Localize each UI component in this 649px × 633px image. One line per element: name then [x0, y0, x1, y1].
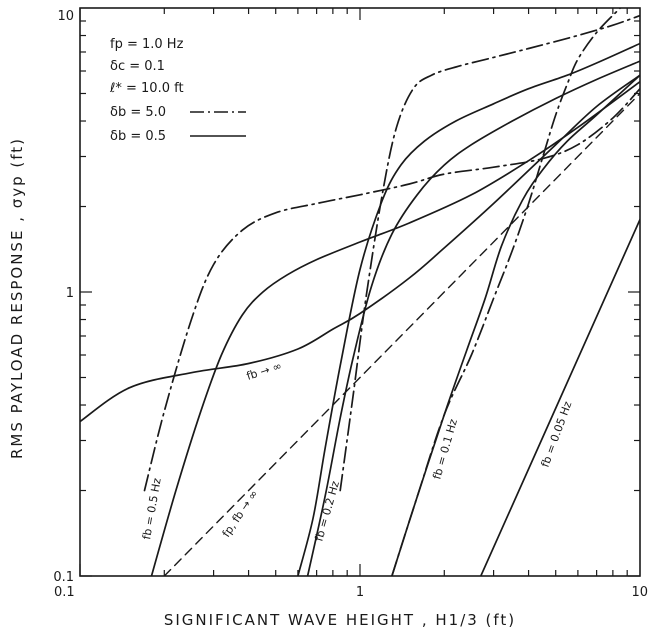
param-fp: fp = 1.0 Hz: [110, 37, 184, 52]
series-line-solid: [479, 218, 640, 576]
response-curves: [80, 8, 640, 576]
legend: fp = 1.0 Hz δc = 0.1 ℓ* = 10.0 ft δb = 5…: [109, 37, 246, 144]
y-tick-label: 0.1: [53, 570, 74, 585]
series-line-solid: [391, 74, 640, 576]
series-line-solid: [306, 60, 640, 576]
series-line-dashdot: [143, 87, 640, 492]
x-axis-title: SIGNIFICANT WAVE HEIGHT , H1/3 (ft): [164, 611, 516, 629]
y-axis-title: RMS PAYLOAD RESPONSE , σyp (ft): [8, 137, 26, 459]
y-tick-label: 1: [66, 286, 74, 301]
x-tick-label: 0.1: [54, 585, 75, 600]
annotation-fp-fb-inf: fp, fb → ∞: [220, 488, 261, 540]
param-l-star: ℓ* = 10.0 ft: [109, 81, 184, 96]
legend-label-dashdot: δb = 5.0: [110, 105, 166, 120]
param-delta-c: δc = 0.1: [110, 59, 165, 74]
series-line-dashdot: [339, 14, 640, 492]
series-line-dashdot: [391, 8, 622, 576]
x-tick-label: 1: [356, 585, 364, 600]
series-line-solid: [150, 80, 640, 576]
series-line-solid: [80, 74, 640, 423]
y-tick-label: 10: [57, 9, 74, 24]
annotation-fb-0.1: fb = 0.1 Hz: [430, 417, 460, 480]
annotation-fb-0.2: fb = 0.2 Hz: [312, 479, 342, 542]
x-tick-label: 10: [631, 585, 648, 600]
series-line-solid: [297, 42, 640, 576]
series-line-dashed: [163, 92, 640, 576]
axis-ticks: [79, 8, 640, 577]
annotation-fb-0.5: fb = 0.5 Hz: [140, 477, 164, 541]
legend-label-solid: δb = 0.5: [110, 129, 166, 144]
